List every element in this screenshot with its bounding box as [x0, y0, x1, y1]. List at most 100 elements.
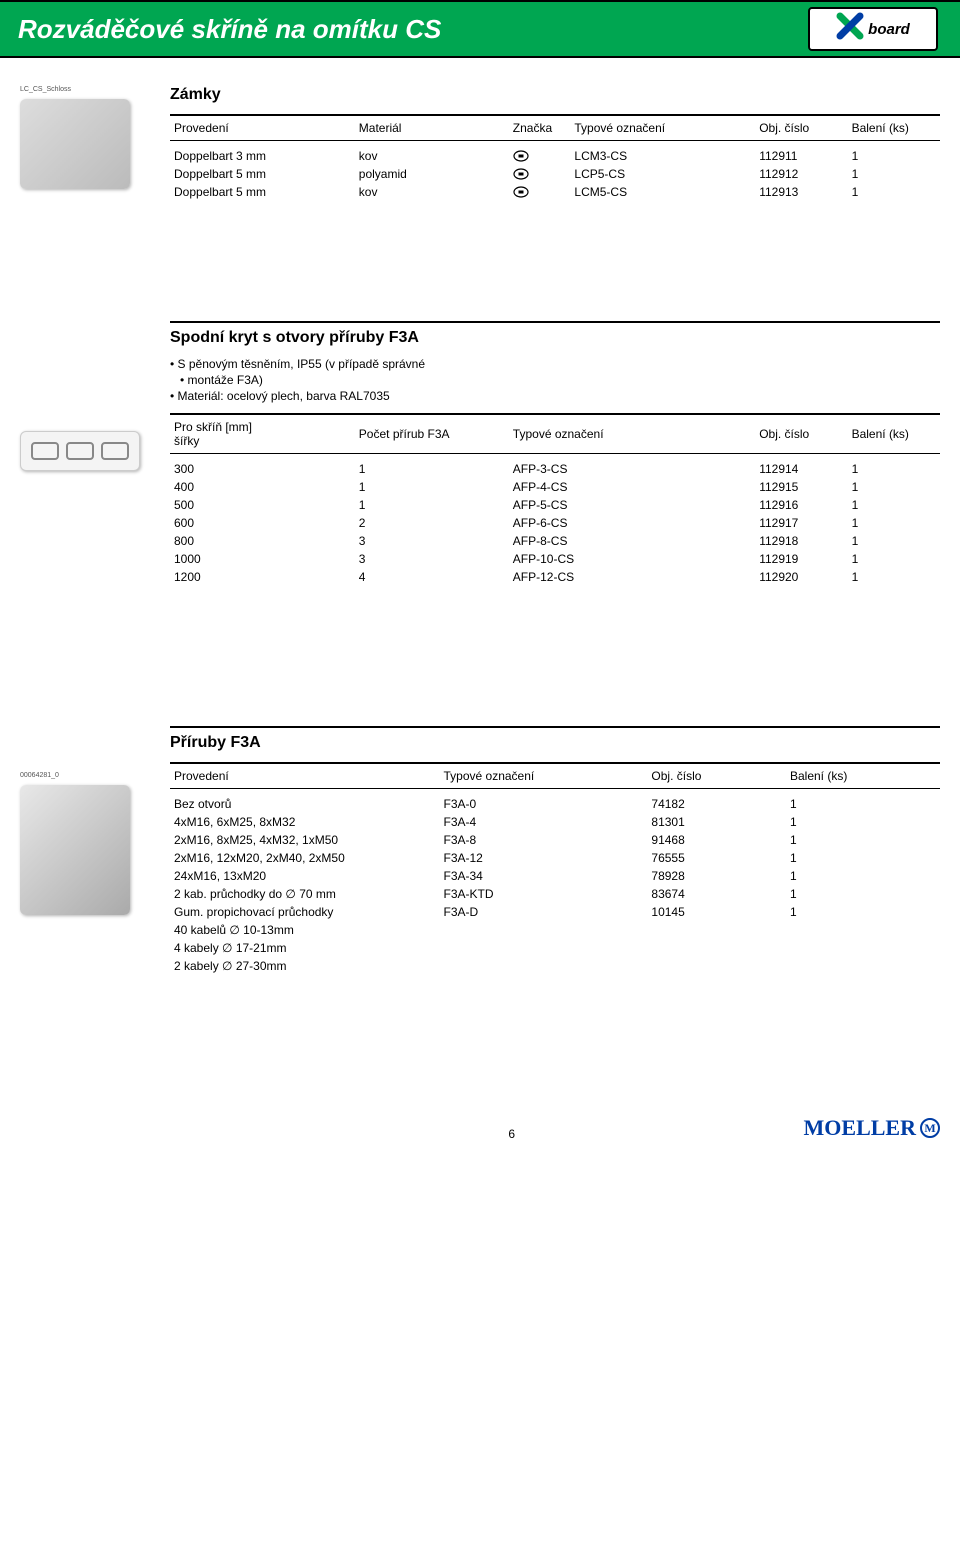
table-header-row: Provedení Typové označení Obj. číslo Bal…	[170, 767, 940, 785]
section-spodni-kryt: Spodní kryt s otvory příruby F3A S pěnov…	[20, 321, 940, 586]
cell-typ: LCP5-CS	[570, 165, 755, 183]
cell-baleni: 1	[786, 795, 940, 813]
col-header: Značka	[509, 119, 571, 137]
cell-typ: AFP-6-CS	[509, 514, 755, 532]
cell-typ: AFP-10-CS	[509, 550, 755, 568]
cell-typ: F3A-34	[440, 867, 648, 885]
bullet-text: montáže F3A)	[188, 373, 263, 387]
cell-obj: 91468	[647, 831, 786, 849]
cell-obj: 112916	[755, 496, 847, 514]
page-title: Rozváděčové skříně na omítku CS	[18, 14, 808, 45]
cell-typ: AFP-12-CS	[509, 568, 755, 586]
cell-skrin: 1000	[170, 550, 355, 568]
divider	[170, 453, 940, 454]
cell-obj: 83674	[647, 885, 786, 903]
cell-baleni: 1	[786, 831, 940, 849]
cell-baleni: 1	[786, 849, 940, 867]
section-zamky: LC_CS_Schloss Zámky Provedení Materiál Z…	[20, 86, 940, 201]
cell-typ: F3A-0	[440, 795, 648, 813]
col-header: Balení (ks)	[848, 418, 940, 450]
table-header-row: Pro skříň [mm] šířky Počet přírub F3A Ty…	[170, 418, 940, 450]
cell-baleni: 1	[848, 568, 940, 586]
cell-skrin: 1200	[170, 568, 355, 586]
brand-logo: board	[808, 7, 938, 51]
col-header: Obj. číslo	[755, 418, 847, 450]
cell-typ: LCM5-CS	[570, 183, 755, 201]
cell-skrin: 400	[170, 478, 355, 496]
cell-baleni: 1	[848, 165, 940, 183]
col-header: Provedení	[170, 119, 355, 137]
cell-typ: F3A-4	[440, 813, 648, 831]
header-bar: Rozváděčové skříně na omítku CS board	[0, 0, 960, 58]
table-row: 2xM16, 8xM25, 4xM32, 1xM50F3A-8914681	[170, 831, 940, 849]
divider	[170, 726, 940, 728]
cell-typ: AFP-4-CS	[509, 478, 755, 496]
table-row: 10003AFP-10-CS1129191	[170, 550, 940, 568]
divider	[170, 788, 940, 789]
col-header: Balení (ks)	[848, 119, 940, 137]
table-spodni-body: 3001AFP-3-CS11291414001AFP-4-CS112915150…	[170, 460, 940, 586]
cell-pocet: 4	[355, 568, 509, 586]
col-header: Materiál	[355, 119, 509, 137]
cell-baleni: 1	[786, 867, 940, 885]
cell-baleni: 1	[786, 813, 940, 831]
cell-typ: F3A-8	[440, 831, 648, 849]
cell-typ: AFP-5-CS	[509, 496, 755, 514]
table-row: 4 kabely ∅ 17-21mm	[170, 939, 940, 957]
cell-obj: 112915	[755, 478, 847, 496]
cell-obj: 112912	[755, 165, 847, 183]
col-header: Pro skříň [mm] šířky	[170, 418, 355, 450]
col-header: Typové označení	[570, 119, 755, 137]
cell-provedeni: Bez otvorů	[170, 795, 440, 813]
logo-x-icon	[836, 12, 864, 47]
cell-typ: F3A-KTD	[440, 885, 648, 903]
cell-material: kov	[355, 183, 509, 201]
cell-provedeni: 24xM16, 13xM20	[170, 867, 440, 885]
cell-obj: 112911	[755, 147, 847, 165]
bullet-item: S pěnovým těsněním, IP55 (v případě sprá…	[170, 357, 940, 371]
divider	[170, 140, 940, 141]
cell-pocet: 1	[355, 460, 509, 478]
cell-skrin: 300	[170, 460, 355, 478]
cell-provedeni: Doppelbart 5 mm	[170, 183, 355, 201]
col-header: Počet přírub F3A	[355, 418, 509, 450]
table-row: Gum. propichovací průchodkyF3A-D101451	[170, 903, 940, 921]
table-spodni-header: Pro skříň [mm] šířky Počet přírub F3A Ty…	[170, 418, 940, 450]
cell-obj: 112914	[755, 460, 847, 478]
table-row: 12004AFP-12-CS1129201	[170, 568, 940, 586]
cell-symbol-icon	[509, 147, 571, 165]
cell-baleni: 1	[848, 478, 940, 496]
cell-obj: 112917	[755, 514, 847, 532]
cell-tail: 4 kabely ∅ 17-21mm	[170, 939, 940, 957]
product-thumbnail	[20, 431, 140, 471]
thumb-column	[20, 321, 170, 471]
footer-brand-icon: M	[920, 1118, 940, 1138]
cell-baleni: 1	[848, 532, 940, 550]
cell-pocet: 2	[355, 514, 509, 532]
table-row: Bez otvorůF3A-0741821	[170, 795, 940, 813]
table-row: Doppelbart 5 mmkovLCM5-CS1129131	[170, 183, 940, 201]
footer-brand-logo: MOELLER M	[804, 1115, 940, 1141]
table-zamky: Provedení Materiál Značka Typové označen…	[170, 119, 940, 137]
cell-typ: LCM3-CS	[570, 147, 755, 165]
cell-obj: 76555	[647, 849, 786, 867]
table-row: Doppelbart 5 mmpolyamidLCP5-CS1129121	[170, 165, 940, 183]
cell-tail: 2 kabely ∅ 27-30mm	[170, 957, 940, 975]
cell-baleni: 1	[848, 550, 940, 568]
page-number: 6	[220, 1127, 804, 1141]
divider	[170, 114, 940, 116]
divider	[170, 413, 940, 415]
cell-obj: 112918	[755, 532, 847, 550]
cell-provedeni: 4xM16, 6xM25, 8xM32	[170, 813, 440, 831]
cell-typ: AFP-3-CS	[509, 460, 755, 478]
col-header-text: Pro skříň [mm]	[174, 420, 252, 434]
section-title: Zámky	[170, 86, 940, 104]
cell-baleni: 1	[848, 147, 940, 165]
table-row: 24xM16, 13xM20F3A-34789281	[170, 867, 940, 885]
cell-typ: AFP-8-CS	[509, 532, 755, 550]
cell-baleni: 1	[848, 496, 940, 514]
cell-material: kov	[355, 147, 509, 165]
table-row: 4xM16, 6xM25, 8xM32F3A-4813011	[170, 813, 940, 831]
cell-pocet: 1	[355, 496, 509, 514]
cell-obj: 112913	[755, 183, 847, 201]
